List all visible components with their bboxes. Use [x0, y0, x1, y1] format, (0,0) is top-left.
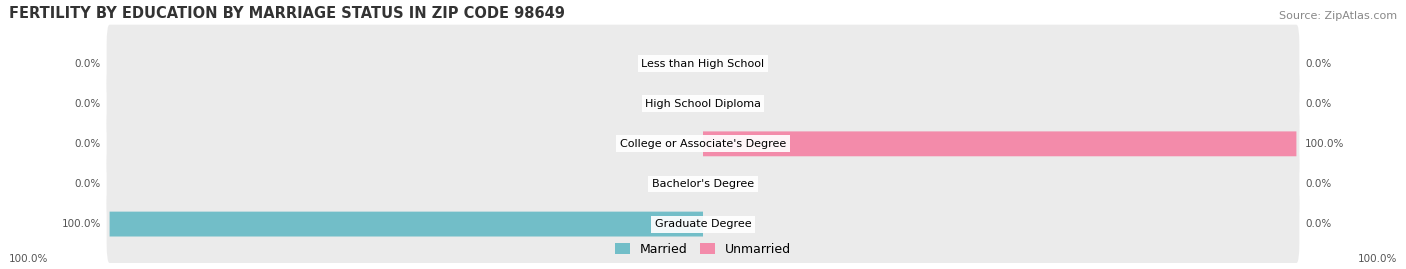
- Text: 100.0%: 100.0%: [8, 254, 48, 264]
- Text: 0.0%: 0.0%: [1305, 59, 1331, 69]
- FancyBboxPatch shape: [107, 185, 1299, 263]
- Text: 0.0%: 0.0%: [1305, 99, 1331, 109]
- Text: 0.0%: 0.0%: [75, 99, 101, 109]
- Text: 100.0%: 100.0%: [62, 219, 101, 229]
- Text: Graduate Degree: Graduate Degree: [655, 219, 751, 229]
- FancyBboxPatch shape: [110, 212, 703, 236]
- Text: College or Associate's Degree: College or Associate's Degree: [620, 139, 786, 149]
- Text: 0.0%: 0.0%: [75, 179, 101, 189]
- Text: 0.0%: 0.0%: [1305, 179, 1331, 189]
- FancyBboxPatch shape: [703, 131, 1296, 156]
- FancyBboxPatch shape: [107, 105, 1299, 183]
- Text: High School Diploma: High School Diploma: [645, 99, 761, 109]
- FancyBboxPatch shape: [107, 145, 1299, 223]
- FancyBboxPatch shape: [107, 25, 1299, 102]
- Text: 100.0%: 100.0%: [1305, 139, 1344, 149]
- FancyBboxPatch shape: [107, 65, 1299, 143]
- Text: FERTILITY BY EDUCATION BY MARRIAGE STATUS IN ZIP CODE 98649: FERTILITY BY EDUCATION BY MARRIAGE STATU…: [8, 6, 565, 22]
- Text: 0.0%: 0.0%: [75, 139, 101, 149]
- Text: 100.0%: 100.0%: [1358, 254, 1398, 264]
- Legend: Married, Unmarried: Married, Unmarried: [610, 238, 796, 261]
- Text: 0.0%: 0.0%: [1305, 219, 1331, 229]
- Text: Bachelor's Degree: Bachelor's Degree: [652, 179, 754, 189]
- Text: 0.0%: 0.0%: [75, 59, 101, 69]
- Text: Source: ZipAtlas.com: Source: ZipAtlas.com: [1279, 12, 1398, 22]
- Text: Less than High School: Less than High School: [641, 59, 765, 69]
